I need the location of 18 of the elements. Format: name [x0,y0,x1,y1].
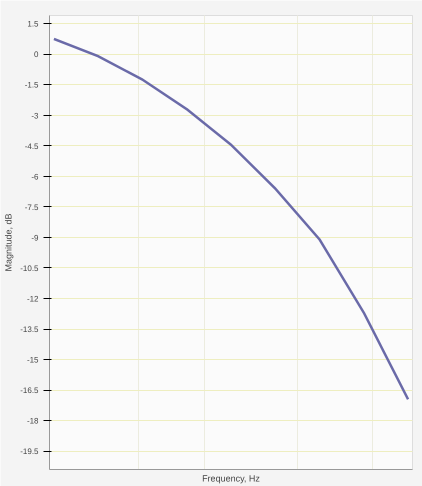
y-tick-label: -12 [26,294,40,304]
line-series [52,38,410,401]
y-tick-label: -19.5 [20,447,40,456]
y-tick-label: -4.5 [24,142,40,151]
y-tick-label: -16.5 [20,386,40,396]
y-tick-label: -7.5 [24,202,40,212]
y-tick-label: -18 [26,416,40,426]
y-tick-label: -6 [31,172,40,182]
y-axis-title: Magnitude, dB [3,213,14,272]
y-tick-label: 0 [34,50,40,60]
x-axis-title: Frequency, Hz [202,474,260,484]
y-tick-label: 1.5 [27,20,40,29]
y-tick-label: -10.5 [20,264,40,273]
y-tick-label: -9 [31,233,40,242]
y-tick-label: -15 [26,356,40,365]
y-tick-label: -3 [31,111,40,120]
y-tick-label: -1.5 [24,80,40,90]
y-tick-label: -13.5 [20,325,40,334]
